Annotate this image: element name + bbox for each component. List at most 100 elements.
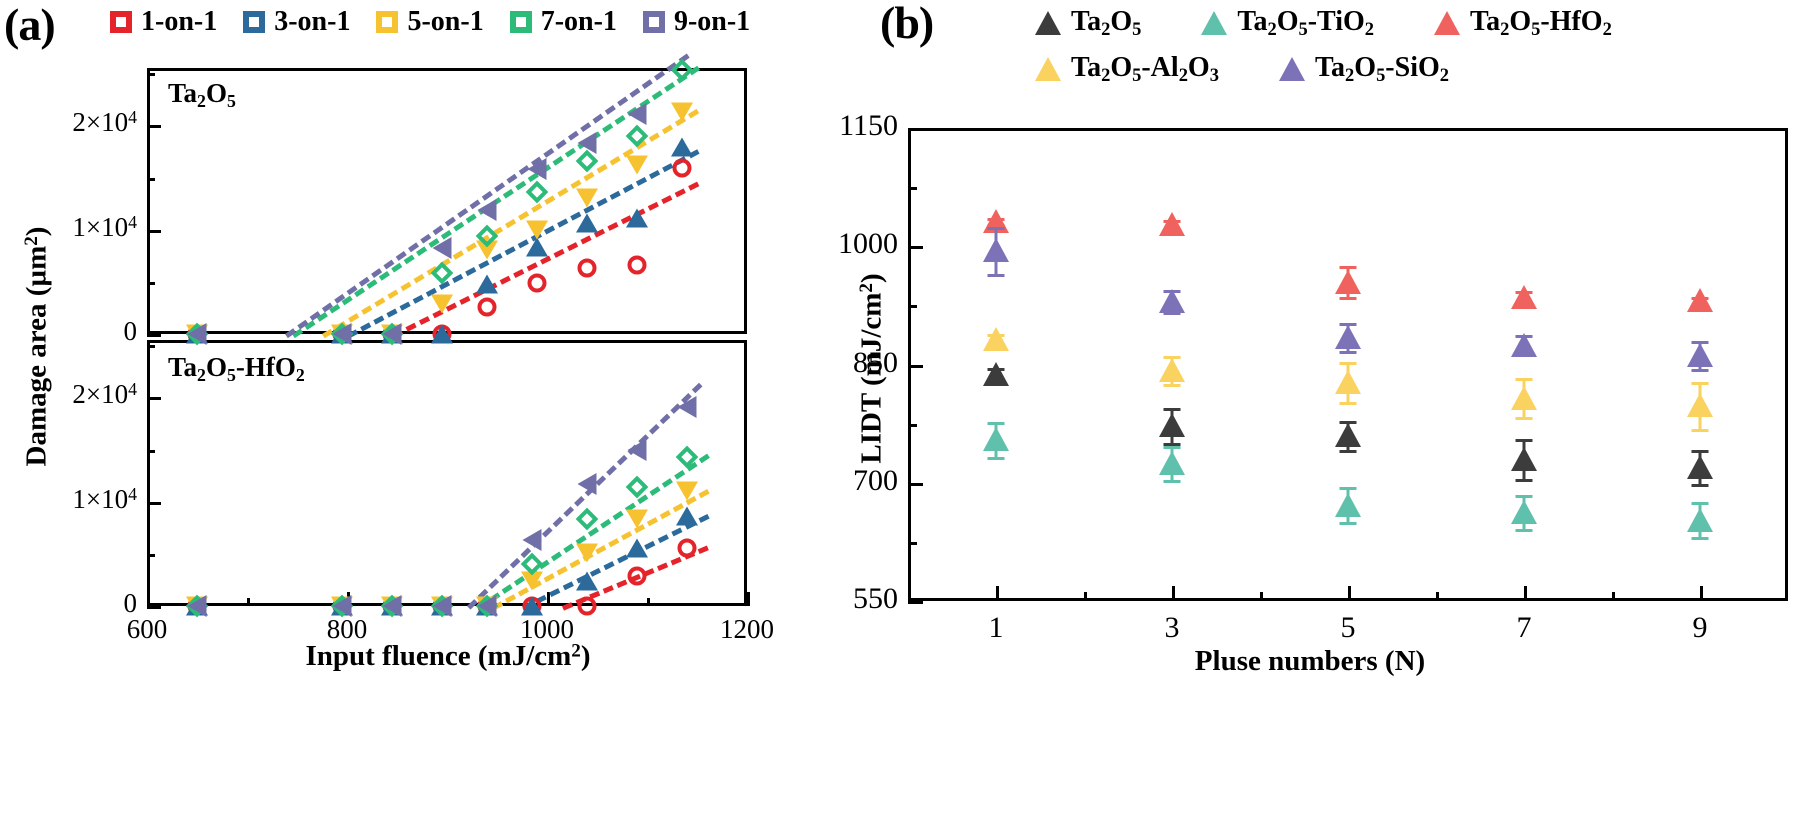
error-cap-bottom-Ta2O5-Al2O3 bbox=[1339, 401, 1357, 405]
data-point-Ta2O5-HfO2 bbox=[1511, 285, 1537, 310]
error-cap-bottom-Ta2O5 bbox=[1339, 449, 1357, 453]
error-cap-top-Ta2O5-SiO2 bbox=[987, 226, 1005, 230]
error-cap-bottom-Ta2O5-SiO2 bbox=[1691, 369, 1709, 373]
panel-b-ytick-major-1150 bbox=[908, 128, 923, 131]
panel-a-legend-item-1-on-1[interactable]: 1-on-1 bbox=[110, 6, 217, 38]
panel-b-legend-item-Ta2O5-SiO2[interactable]: Ta2O5-SiO2 bbox=[1278, 52, 1449, 86]
data-point-Ta2O5-TiO2 bbox=[1687, 507, 1713, 532]
panel-b-legend-item-Ta2O5-TiO2[interactable]: Ta2O5-TiO2 bbox=[1201, 6, 1374, 40]
data-point-Ta2O5-HfO2 bbox=[1159, 212, 1185, 237]
data-point-9-on-1 bbox=[432, 237, 452, 260]
panel-b-xtick-label-7: 7 bbox=[1516, 611, 1532, 644]
panel-a-legend-label: 9-on-1 bbox=[673, 6, 751, 37]
panel-a-xtick-1000 bbox=[547, 592, 550, 606]
panel-b-legend-item-Ta2O5-Al2O3[interactable]: Ta2O5-Al2O3 bbox=[1035, 52, 1219, 86]
panel-b-ytick-major-700 bbox=[908, 482, 923, 486]
data-point-Ta2O5-TiO2 bbox=[1511, 499, 1537, 524]
panel-a-ytick-label: 2×104 bbox=[72, 379, 137, 410]
panel-a-ytick-major bbox=[147, 606, 161, 609]
error-cap-top-Ta2O5-Al2O3 bbox=[1515, 377, 1533, 381]
panel-a-ytick-label: 1×104 bbox=[72, 483, 137, 514]
panel-a-ytick-major bbox=[147, 397, 161, 401]
panel-a-xtick-600 bbox=[147, 592, 150, 606]
data-point-Ta2O5-SiO2 bbox=[983, 238, 1009, 263]
panel-a-ytick-minor bbox=[147, 177, 155, 181]
error-cap-bottom-Ta2O5-TiO2 bbox=[1691, 537, 1709, 541]
data-point-9-on-1 bbox=[627, 438, 647, 461]
panel-b-xtick-minor bbox=[1260, 592, 1263, 601]
error-cap-bottom-Ta2O5-Al2O3 bbox=[1163, 384, 1181, 388]
data-point-Ta2O5-TiO2 bbox=[1335, 492, 1361, 517]
panel-b-xtick-minor bbox=[1084, 592, 1087, 601]
data-point-5-on-1 bbox=[526, 220, 548, 240]
data-point-Ta2O5-SiO2 bbox=[1335, 324, 1361, 349]
error-cap-bottom-Ta2O5-SiO2 bbox=[1163, 312, 1181, 316]
error-cap-top-Ta2O5-TiO2 bbox=[1691, 502, 1709, 506]
data-point-Ta2O5 bbox=[983, 361, 1009, 386]
panel-a-ytick-major bbox=[147, 125, 161, 129]
error-cap-bottom-Ta2O5-HfO2 bbox=[1339, 297, 1357, 301]
panel-a-bottom-title: Ta2O5-HfO2 bbox=[168, 352, 305, 385]
data-point-1-on-1 bbox=[627, 255, 647, 275]
data-point-5-on-1 bbox=[626, 509, 648, 529]
panel-b-xtick-label-5: 5 bbox=[1340, 611, 1356, 644]
data-point-5-on-1 bbox=[521, 571, 543, 591]
panel-a-legend: 1-on-1 3-on-1 5-on-1 7-on-1 9-on-1 bbox=[110, 6, 750, 38]
error-cap-top-Ta2O5 bbox=[1163, 407, 1181, 411]
data-point-9-on-1 bbox=[677, 395, 697, 418]
panel-b-ytick-minor bbox=[908, 423, 917, 427]
panel-b-ytick-major-1000 bbox=[908, 246, 923, 250]
data-point-1-on-1 bbox=[577, 596, 597, 616]
error-cap-top-Ta2O5-TiO2 bbox=[1515, 494, 1533, 498]
panel-a-ytick-major bbox=[147, 229, 161, 233]
data-point-9-on-1 bbox=[522, 529, 542, 552]
panel-b-legend-label: Ta2O5-Al2O3 bbox=[1071, 52, 1219, 86]
panel-a-legend-item-5-on-1[interactable]: 5-on-1 bbox=[376, 6, 484, 38]
panel-a-xtick-label-800: 800 bbox=[326, 614, 368, 644]
data-point-Ta2O5 bbox=[1687, 454, 1713, 479]
panel-a-legend-label: 5-on-1 bbox=[407, 6, 484, 37]
square-marker-icon bbox=[110, 11, 132, 33]
data-point-3-on-1 bbox=[431, 324, 453, 344]
error-cap-bottom-Ta2O5-SiO2 bbox=[1339, 351, 1357, 355]
data-point-3-on-1 bbox=[526, 237, 548, 257]
panel-a-xtick-label-1200: 1200 bbox=[720, 614, 774, 644]
panel-a-top-title: Ta2O5 bbox=[168, 78, 236, 111]
error-cap-top-Ta2O5-HfO2 bbox=[1339, 265, 1357, 269]
panel-b-legend-item-Ta2O5[interactable]: Ta2O5 bbox=[1035, 6, 1141, 40]
panel-a-legend-item-3-on-1[interactable]: 3-on-1 bbox=[243, 6, 350, 38]
data-point-1-on-1 bbox=[677, 538, 697, 558]
panel-a-ytick-major bbox=[147, 334, 161, 337]
panel-b-xtick-minor bbox=[1436, 592, 1439, 601]
data-point-3-on-1 bbox=[671, 137, 693, 157]
panel-b-legend-label: Ta2O5-HfO2 bbox=[1470, 6, 1612, 40]
data-point-Ta2O5-TiO2 bbox=[1159, 451, 1185, 476]
triangle-marker-icon bbox=[1278, 57, 1305, 82]
panel-b-ytick-minor bbox=[908, 305, 917, 309]
panel-a-legend-item-9-on-1[interactable]: 9-on-1 bbox=[642, 6, 751, 38]
error-cap-top-Ta2O5-TiO2 bbox=[1163, 445, 1181, 449]
error-cap-top-Ta2O5 bbox=[1515, 439, 1533, 443]
panel-b-ytick-label-1000: 1000 bbox=[838, 227, 898, 261]
data-point-5-on-1 bbox=[671, 102, 693, 122]
triangle-marker-icon bbox=[1035, 11, 1061, 36]
panel-b-legend-row1: Ta2O5 Ta2O5-TiO2 Ta2O5-HfO2 bbox=[1035, 6, 1612, 40]
panel-b-legend-item-Ta2O5-HfO2[interactable]: Ta2O5-HfO2 bbox=[1434, 6, 1612, 40]
error-cap-bottom-Ta2O5 bbox=[1163, 442, 1181, 446]
panel-a-legend-item-7-on-1[interactable]: 7-on-1 bbox=[509, 6, 617, 38]
panel-a-xlabel: Input fluence (mJ/cm2) bbox=[188, 640, 708, 673]
data-point-3-on-1 bbox=[576, 213, 598, 233]
panel-b-xtick-5 bbox=[1348, 586, 1351, 601]
panel-b-legend-label: Ta2O5-TiO2 bbox=[1237, 6, 1375, 40]
data-point-9-on-1 bbox=[432, 595, 452, 617]
panel-b-legend-label: Ta2O5 bbox=[1071, 6, 1142, 40]
panel-a-tag: (a) bbox=[4, 0, 56, 50]
panel-a-ytick-label: 0 bbox=[123, 316, 138, 346]
data-point-9-on-1 bbox=[332, 323, 352, 345]
panel-b-xtick-7 bbox=[1524, 586, 1527, 601]
data-point-9-on-1 bbox=[332, 595, 352, 617]
error-cap-bottom-Ta2O5-Al2O3 bbox=[1515, 417, 1533, 421]
panel-b-ytick-major-850 bbox=[908, 364, 923, 368]
panel-a-top-plot bbox=[147, 68, 747, 334]
